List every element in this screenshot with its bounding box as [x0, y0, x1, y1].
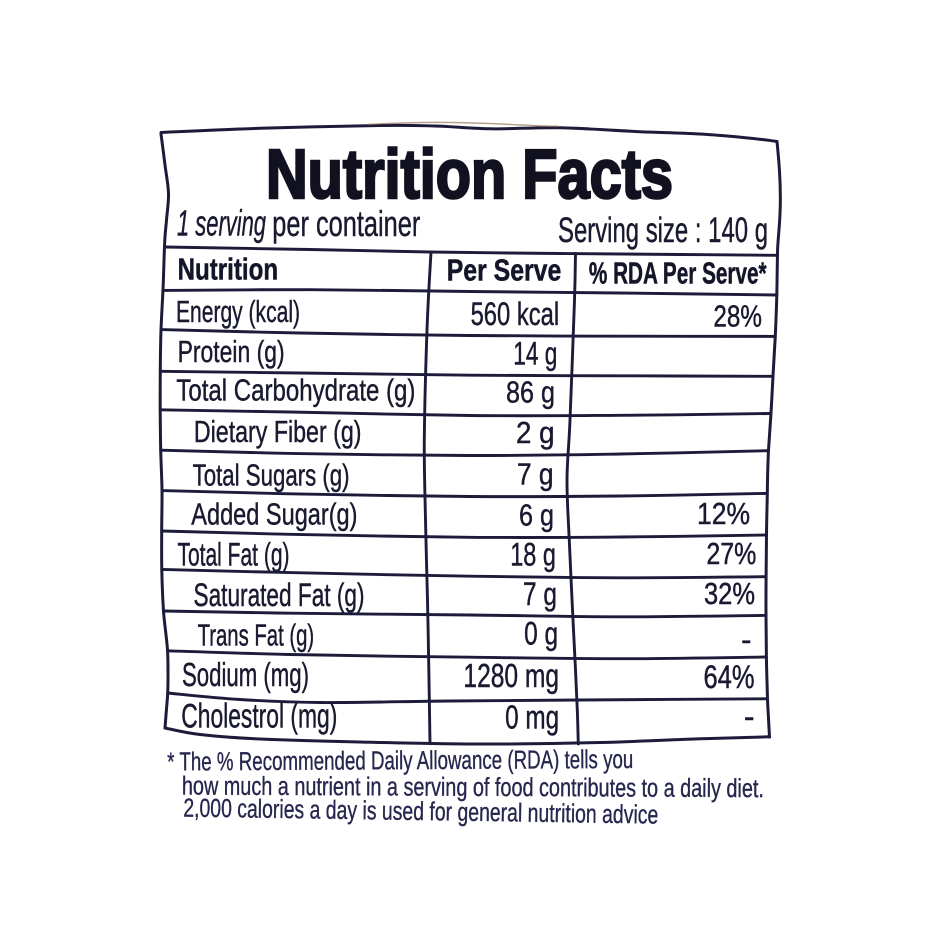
svg-text:Total Fat (g): Total Fat (g): [178, 536, 290, 572]
svg-text:0 mg: 0 mg: [505, 699, 559, 736]
svg-text:% RDA Per Serve*: % RDA Per Serve*: [589, 256, 767, 291]
svg-text:Per Serve: Per Serve: [447, 253, 562, 288]
svg-text:2,000 calories a day is used f: 2,000 calories a day is used for general…: [183, 793, 658, 830]
svg-text:1 serving: 1 serving: [177, 203, 266, 244]
svg-text:1280 mg: 1280 mg: [463, 657, 559, 694]
svg-text:* The % Recommended Daily Allo: * The % Recommended Daily Allowance (RDA…: [167, 744, 633, 777]
svg-text:Cholestrol (mg): Cholestrol (mg): [181, 698, 337, 736]
svg-text:-: -: [741, 622, 751, 657]
svg-text:18 g: 18 g: [510, 537, 556, 573]
svg-text:Protein (g): Protein (g): [178, 334, 285, 369]
svg-text:Total Carbohydrate (g): Total Carbohydrate (g): [176, 373, 415, 408]
svg-text:Dietary Fiber (g): Dietary Fiber (g): [194, 414, 362, 449]
svg-text:Nutrition: Nutrition: [178, 252, 279, 287]
svg-text:Nutrition Facts: Nutrition Facts: [266, 135, 673, 213]
svg-text:Trans Fat (g): Trans Fat (g): [198, 617, 315, 652]
svg-text:27%: 27%: [706, 536, 756, 571]
svg-text:2 g: 2 g: [516, 415, 555, 450]
svg-text:Added Sugar(g): Added Sugar(g): [191, 496, 357, 531]
svg-text:6 g: 6 g: [519, 498, 554, 533]
svg-text:Saturated Fat (g): Saturated Fat (g): [194, 577, 365, 613]
svg-text:Serving size : 140 g: Serving size : 140 g: [558, 211, 768, 250]
svg-text:Total Sugars (g): Total Sugars (g): [193, 458, 350, 493]
svg-text:-: -: [744, 699, 755, 735]
svg-text:0 g: 0 g: [524, 615, 558, 651]
svg-text:7 g: 7 g: [523, 576, 557, 612]
svg-text:how much a nutrient in a servi: how much a nutrient in a serving of food…: [182, 771, 764, 804]
svg-text:560 kcal: 560 kcal: [471, 296, 560, 332]
svg-text:32%: 32%: [704, 576, 755, 611]
svg-text:7 g: 7 g: [517, 457, 554, 492]
svg-text:12%: 12%: [697, 496, 750, 531]
svg-text:28%: 28%: [713, 299, 762, 334]
svg-text:14 g: 14 g: [513, 336, 557, 372]
svg-text:Energy (kcal): Energy (kcal): [176, 294, 300, 329]
svg-text:per container: per container: [272, 203, 420, 244]
svg-text:86 g: 86 g: [506, 375, 555, 410]
svg-text:64%: 64%: [704, 659, 755, 695]
svg-text:Sodium (mg): Sodium (mg): [182, 656, 309, 693]
